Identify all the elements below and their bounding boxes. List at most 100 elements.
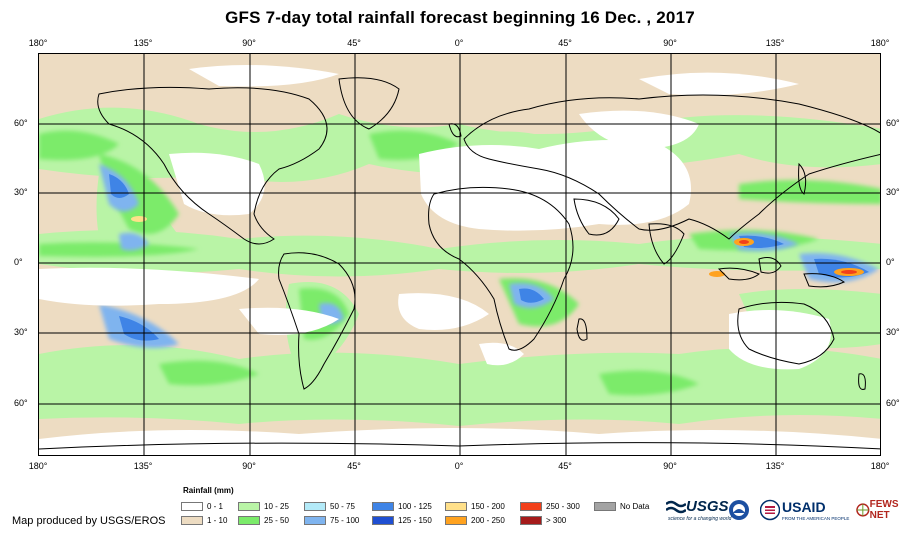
usgs-wordmark: USGS <box>686 498 729 515</box>
legend-item: 75 - 100 <box>304 516 359 525</box>
usgs-tagline: science for a changing world <box>668 516 732 522</box>
fews-net-emblem-icon <box>856 503 870 517</box>
legend-label: 50 - 75 <box>330 502 355 511</box>
legend-item: > 300 <box>520 516 566 525</box>
legend-swatch <box>181 516 203 525</box>
longitude-label: 90° <box>663 38 677 48</box>
legend-item: 1 - 10 <box>181 516 227 525</box>
usgs-wave-icon <box>666 500 686 513</box>
latitude-label: 30° <box>886 187 900 197</box>
fews-net-logo: FEWS NET <box>856 499 920 521</box>
borneo-outline <box>758 257 782 274</box>
usaid-wordmark: USAID <box>782 499 826 515</box>
longitude-label: 135° <box>765 38 785 48</box>
latitude-label: 30° <box>14 327 28 337</box>
longitude-label: 90° <box>242 461 256 471</box>
rainfall-map-graphic <box>39 54 880 455</box>
latitude-label: 0° <box>14 257 23 267</box>
madagascar-outline <box>576 318 588 341</box>
graticule <box>39 54 880 455</box>
legend-swatch <box>372 516 394 525</box>
longitude-label: 45° <box>558 38 572 48</box>
legend-label: 125 - 150 <box>398 516 432 525</box>
legend-item: 150 - 200 <box>445 502 505 511</box>
legend-item: 50 - 75 <box>304 502 355 511</box>
longitude-label: 180° <box>870 461 890 471</box>
legend-item: No Data <box>594 502 649 511</box>
legend-item: 25 - 50 <box>238 516 289 525</box>
usaid-logo: USAID FROM THE AMERICAN PEOPLE <box>782 499 849 521</box>
legend-swatch <box>445 516 467 525</box>
arabia-outline <box>573 198 620 236</box>
noaa-logo <box>728 499 750 521</box>
africa-outline <box>428 186 574 351</box>
latitude-label: 60° <box>14 398 28 408</box>
legend-swatch <box>181 502 203 511</box>
new-guinea-outline <box>803 273 846 288</box>
longitude-label: 180° <box>870 38 890 48</box>
usaid-seal-icon <box>760 499 780 521</box>
legend-swatch <box>304 516 326 525</box>
legend-label: 1 - 10 <box>207 516 228 525</box>
legend-item: 125 - 150 <box>372 516 432 525</box>
japan-outline <box>798 162 807 195</box>
legend-item: 200 - 250 <box>445 516 505 525</box>
legend-label: 75 - 100 <box>330 516 360 525</box>
coastlines <box>39 77 880 450</box>
legend-label: 10 - 25 <box>264 502 289 511</box>
longitude-label: 180° <box>28 461 48 471</box>
south-america-outline <box>278 252 356 390</box>
rainfall-map <box>38 53 881 456</box>
legend-swatch <box>304 502 326 511</box>
legend-swatch <box>594 502 616 511</box>
usaid-seal <box>760 499 780 521</box>
longitude-label: 135° <box>133 38 153 48</box>
usaid-tagline: FROM THE AMERICAN PEOPLE <box>782 516 850 521</box>
legend-swatch <box>445 502 467 511</box>
legend-label: 0 - 1 <box>207 502 224 511</box>
longitude-label: 180° <box>28 38 48 48</box>
legend-label: 200 - 250 <box>471 516 505 525</box>
legend-swatch <box>238 516 260 525</box>
longitude-label: 90° <box>663 461 677 471</box>
eurasia-outline <box>463 94 880 240</box>
india-outline <box>648 223 685 265</box>
legend-label: 150 - 200 <box>471 502 505 511</box>
legend-item: 250 - 300 <box>520 502 580 511</box>
legend-label: > 300 <box>546 516 567 525</box>
legend-item: 10 - 25 <box>238 502 289 511</box>
antarctica-outline <box>39 442 880 450</box>
latitude-label: 60° <box>14 118 28 128</box>
credit-text: Map produced by USGS/EROS <box>12 515 166 527</box>
legend-label: No Data <box>620 502 650 511</box>
latitude-label: 30° <box>886 327 900 337</box>
latitude-label: 60° <box>886 118 900 128</box>
longitude-label: 135° <box>765 461 785 471</box>
legend-swatch <box>520 516 542 525</box>
longitude-label: 45° <box>558 461 572 471</box>
legend-swatch <box>238 502 260 511</box>
noaa-emblem-icon <box>729 500 749 520</box>
legend-item: 100 - 125 <box>372 502 432 511</box>
australia-outline <box>737 301 835 365</box>
longitude-label: 45° <box>347 38 361 48</box>
longitude-label: 0° <box>454 38 464 48</box>
longitude-label: 135° <box>133 461 153 471</box>
legend-label: 100 - 125 <box>398 502 432 511</box>
map-title: GFS 7-day total rainfall forecast beginn… <box>225 8 695 27</box>
longitude-label: 90° <box>242 38 256 48</box>
latitude-label: 0° <box>886 257 895 267</box>
greenland-outline <box>338 77 400 130</box>
usgs-logo: USGS science for a changing world <box>666 498 731 522</box>
legend-swatch <box>372 502 394 511</box>
longitude-label: 45° <box>347 461 361 471</box>
indonesia-outline <box>717 267 760 281</box>
longitude-label: 0° <box>454 461 464 471</box>
rain-0-1-areas <box>39 65 880 455</box>
north-america-outline <box>97 86 328 245</box>
legend-title: Rainfall (mm) <box>183 486 234 495</box>
legend-label: 25 - 50 <box>264 516 289 525</box>
fews-net-wordmark: FEWS NET <box>869 499 899 521</box>
legend-label: 250 - 300 <box>546 502 580 511</box>
latitude-label: 30° <box>14 187 28 197</box>
